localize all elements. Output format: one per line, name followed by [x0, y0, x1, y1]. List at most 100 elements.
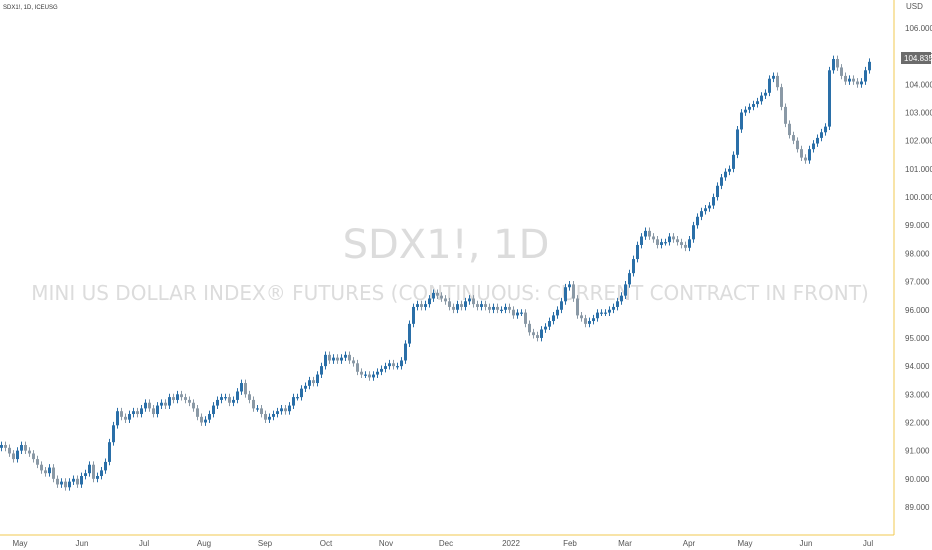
price-axis-currency: USD [906, 2, 923, 11]
candle-bar [280, 408, 283, 412]
candle-bar [228, 397, 231, 403]
price-tick-label: 100.000 [905, 193, 932, 202]
candle-bar [836, 58, 839, 68]
candle-bar [624, 284, 627, 296]
time-tick-label: Nov [379, 539, 393, 548]
candle-bar [232, 399, 235, 403]
candle-bar [488, 306, 491, 310]
candle-bar [860, 81, 863, 85]
candle-bar [740, 112, 743, 130]
candle-bar [720, 177, 723, 186]
candle-bar [736, 129, 739, 155]
candle-bar [120, 411, 123, 417]
ohlc-bars [0, 55, 871, 491]
candle-bar [136, 411, 139, 415]
candle-bar [824, 126, 827, 133]
candle-bar [556, 309, 559, 316]
candle-bar [4, 445, 7, 448]
candle-bar [20, 445, 23, 451]
candle-bar [844, 75, 847, 82]
candle-bar [296, 397, 299, 399]
candle-bar [512, 309, 515, 316]
candle-bar [36, 459, 39, 465]
candle-bar [548, 321, 551, 327]
candle-bar [632, 259, 635, 274]
candle-bar [308, 380, 311, 386]
time-tick-label: Apr [683, 539, 696, 548]
candle-bar [440, 295, 443, 299]
last-price-label: 104.835 [904, 54, 932, 63]
candle-bar [576, 298, 579, 316]
candle-bar [628, 273, 631, 285]
candle-bar [388, 363, 391, 367]
candle-bar [328, 354, 331, 361]
candle-bar [380, 368, 383, 372]
candle-bar [24, 445, 27, 451]
candle-bar [0, 445, 3, 448]
candle-bar [268, 416, 271, 420]
candle-bar [236, 391, 239, 400]
candle-bar [696, 216, 699, 226]
candle-bar [208, 414, 211, 420]
candle-bar [360, 371, 363, 375]
candle-bar [48, 467, 51, 474]
candle-bar [316, 374, 319, 384]
candle-bar [552, 315, 555, 322]
candle-bar [788, 123, 791, 136]
price-tick-label: 102.000 [905, 137, 932, 146]
price-tick-label: 90.000 [905, 475, 930, 484]
candle-bar [72, 478, 75, 482]
price-tick-label: 106.000 [905, 24, 932, 33]
candle-bar [500, 309, 503, 311]
candle-bar [864, 70, 867, 82]
candle-bar [492, 306, 495, 310]
candle-bar [84, 473, 87, 477]
candle-bar [96, 476, 99, 479]
candle-bar [756, 101, 759, 105]
candle-bar [732, 154, 735, 169]
candle-bar [672, 236, 675, 240]
candle-bar [8, 447, 11, 454]
price-tick-label: 91.000 [905, 447, 930, 456]
candle-bar [276, 411, 279, 415]
candle-bar [572, 284, 575, 299]
candle-bar [156, 405, 159, 415]
candle-bar [676, 239, 679, 243]
candle-bar [808, 149, 811, 161]
candle-bar [616, 301, 619, 307]
candle-bar [384, 366, 387, 369]
candle-bar [804, 157, 807, 161]
candle-bar [192, 402, 195, 409]
candle-bar [60, 481, 63, 485]
symbol-header: SDX1!, 1D, ICEUSG [3, 5, 58, 11]
candle-bar [88, 464, 91, 474]
time-tick-label: Feb [563, 539, 577, 548]
candle-bar [748, 106, 751, 110]
candle-bar [12, 453, 15, 460]
candle-bar [424, 304, 427, 307]
candle-bar [648, 230, 651, 237]
candle-bar [820, 132, 823, 138]
candle-bar [184, 397, 187, 400]
candle-bar [144, 402, 147, 409]
candle-bar [376, 371, 379, 375]
candle-bar [644, 230, 647, 237]
candle-bar [212, 405, 215, 415]
candle-bar [592, 318, 595, 322]
candle-bar [408, 323, 411, 344]
candle-bar [708, 205, 711, 209]
candle-bar [160, 402, 163, 406]
price-axis-ticks: 106.000105.000104.000103.000102.000101.0… [905, 24, 932, 512]
candle-bar [744, 109, 747, 113]
candle-bar [180, 394, 183, 398]
candle-bar [764, 92, 767, 96]
candle-bar [444, 298, 447, 302]
candle-bar [132, 411, 135, 415]
candle-bar [140, 408, 143, 415]
price-tick-label: 94.000 [905, 362, 930, 371]
candle-bar [568, 284, 571, 288]
candle-bar [484, 304, 487, 307]
candle-bar [852, 78, 855, 82]
candle-bar [76, 478, 79, 485]
